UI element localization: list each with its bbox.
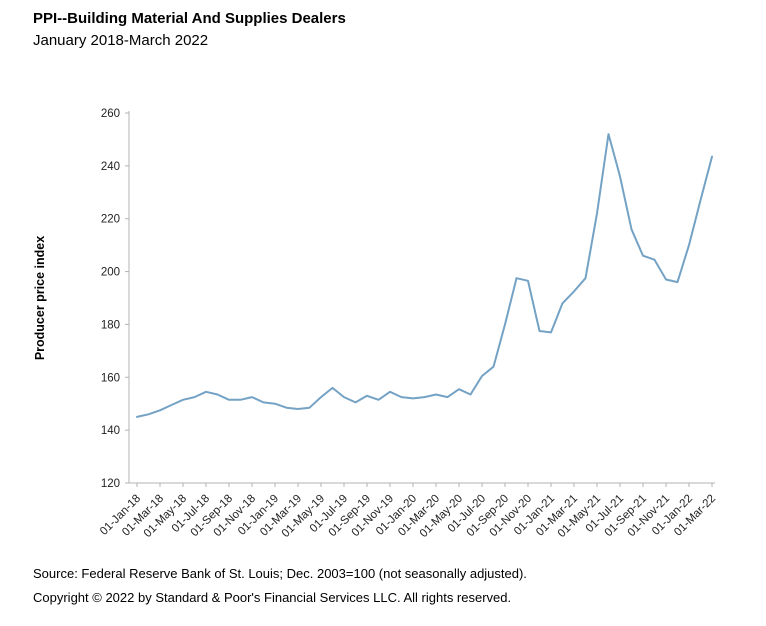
y-tick-label: 260 <box>101 108 120 120</box>
y-tick-label: 140 <box>101 425 120 437</box>
y-tick-label: 200 <box>101 267 120 279</box>
ppi-series-line <box>136 133 713 418</box>
y-tick-label: 240 <box>101 161 120 173</box>
y-tick-label: 120 <box>101 478 120 490</box>
y-tick-label: 180 <box>101 319 120 331</box>
y-tick-label: 220 <box>101 214 120 226</box>
ppi-line-chart: 12014016018020022024026001-Jan-1801-Mar-… <box>98 108 718 540</box>
page-title: PPI--Building Material And Supplies Deal… <box>33 10 346 27</box>
y-tick-label: 160 <box>101 372 120 384</box>
copyright-note: Copyright © 2022 by Standard & Poor's Fi… <box>33 590 512 605</box>
source-note: Source: Federal Reserve Bank of St. Loui… <box>33 566 527 581</box>
page-subtitle: January 2018-March 2022 <box>33 32 209 49</box>
